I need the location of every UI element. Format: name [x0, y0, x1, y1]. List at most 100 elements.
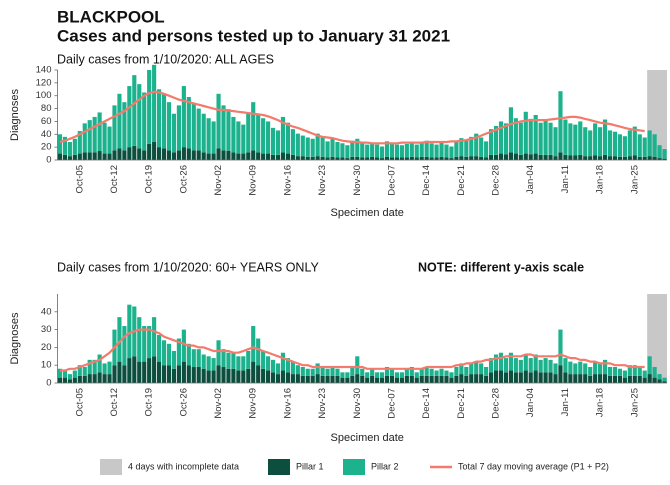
bar — [538, 359, 543, 373]
y-tick-label: 100 — [36, 90, 52, 101]
bar — [548, 359, 553, 373]
bar — [533, 153, 538, 160]
bar — [399, 372, 404, 378]
x-tick-label: Nov-09 — [248, 165, 259, 196]
bar — [459, 363, 464, 375]
bar — [107, 361, 112, 375]
bar — [157, 361, 162, 383]
bar — [642, 156, 647, 160]
bar — [325, 368, 330, 376]
bar — [295, 365, 300, 375]
bar — [548, 154, 553, 160]
bar — [176, 150, 181, 160]
bar — [464, 140, 469, 157]
bar — [469, 374, 474, 383]
bar — [370, 375, 375, 383]
bar — [256, 338, 261, 366]
bar — [251, 361, 256, 383]
bar — [62, 154, 68, 160]
bar — [246, 112, 251, 153]
bar — [300, 366, 305, 376]
bar — [157, 147, 162, 160]
bar — [384, 375, 390, 383]
bar — [627, 130, 632, 157]
bar — [360, 375, 365, 383]
bar — [280, 352, 286, 371]
bar — [285, 358, 291, 373]
bar — [171, 152, 177, 160]
bar — [379, 377, 385, 383]
bar — [593, 123, 598, 156]
bar — [528, 118, 533, 155]
bar — [394, 157, 400, 160]
bar — [558, 152, 563, 160]
bar — [320, 366, 325, 376]
bar — [508, 370, 513, 383]
bar — [583, 374, 588, 383]
bar — [484, 366, 489, 376]
x-axis-title: Specimen date — [331, 432, 404, 444]
bar — [469, 363, 474, 375]
bar — [652, 134, 657, 157]
bar — [236, 121, 241, 154]
bar — [607, 130, 613, 157]
bar — [275, 374, 281, 383]
y-tick-label: 10 — [41, 360, 52, 371]
bar — [171, 113, 177, 153]
bar — [528, 358, 533, 373]
bar — [553, 127, 558, 157]
bar — [216, 340, 221, 366]
bar — [503, 154, 509, 160]
bar — [102, 363, 107, 375]
bar — [97, 151, 102, 160]
bar — [384, 366, 390, 376]
bar — [578, 121, 583, 155]
bar — [474, 361, 479, 375]
bar — [548, 122, 553, 155]
y-tick-label: 140 — [36, 65, 52, 76]
bar — [360, 157, 365, 160]
x-tick-label: Dec-14 — [421, 165, 432, 196]
bar — [82, 366, 87, 376]
legend-swatch — [100, 459, 122, 475]
bar — [166, 150, 172, 160]
bar — [176, 338, 181, 366]
bar — [543, 358, 548, 373]
bar — [132, 75, 137, 146]
bar — [256, 365, 261, 383]
bar — [612, 366, 618, 376]
bar — [384, 141, 390, 157]
bar — [399, 377, 404, 383]
bar — [211, 153, 216, 160]
bar — [112, 365, 117, 383]
bar — [127, 86, 132, 148]
bar — [221, 349, 226, 367]
bar — [409, 142, 414, 157]
bar — [186, 148, 191, 160]
bar — [181, 329, 186, 362]
bar — [459, 156, 464, 160]
bar — [340, 157, 345, 160]
x-tick-label: Oct-26 — [178, 388, 189, 417]
bar — [454, 366, 459, 376]
bar — [310, 375, 315, 383]
bar — [176, 105, 181, 151]
bar — [57, 377, 63, 383]
bar — [107, 374, 112, 383]
bar — [513, 358, 518, 373]
bar — [147, 143, 152, 160]
bar — [221, 105, 226, 151]
bar — [484, 141, 489, 158]
bar — [474, 156, 479, 160]
x-tick-label: Jan-25 — [629, 165, 640, 194]
bar — [583, 127, 588, 157]
x-tick-label: Dec-14 — [421, 388, 432, 419]
bar — [261, 118, 266, 154]
bar — [117, 148, 122, 160]
bar — [226, 109, 231, 151]
bar — [409, 375, 414, 383]
bar — [538, 154, 543, 160]
bar — [642, 370, 647, 378]
bar — [598, 363, 603, 375]
